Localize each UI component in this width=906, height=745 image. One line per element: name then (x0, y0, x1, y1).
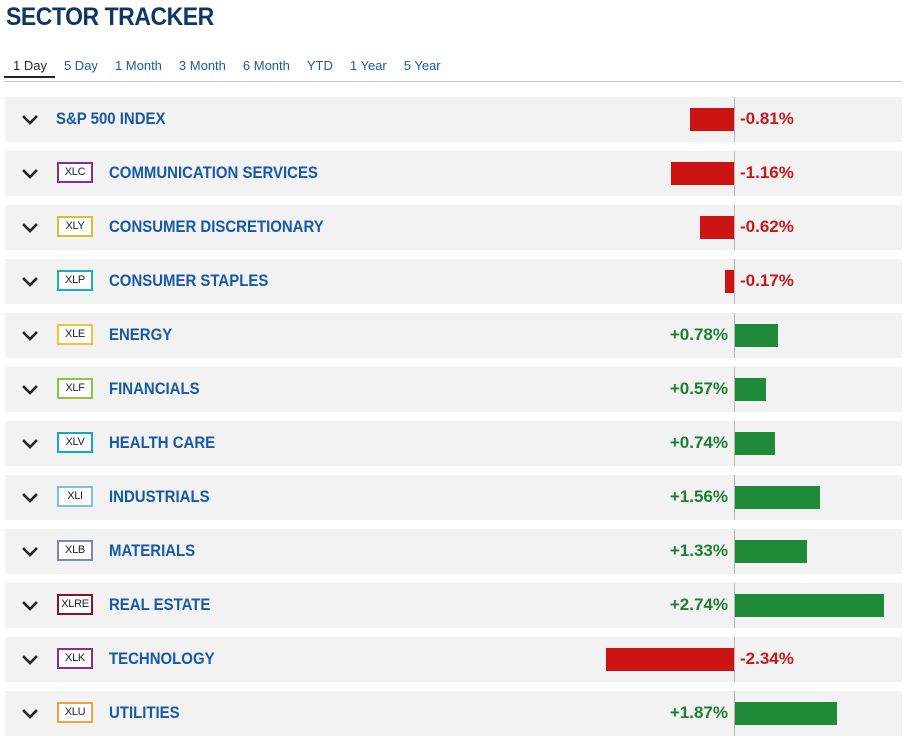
chevron-down-icon[interactable] (19, 217, 41, 239)
change-bar (671, 162, 734, 185)
chevron-down-icon[interactable] (19, 487, 41, 509)
sector-name[interactable]: REAL ESTATE (109, 595, 211, 614)
zero-line (734, 259, 735, 304)
sector-row: XLP CONSUMER STAPLES -0.17% (5, 259, 902, 304)
sector-name[interactable]: MATERIALS (109, 541, 196, 560)
chevron-down-icon[interactable] (19, 109, 41, 131)
change-label: -0.62% (740, 217, 794, 236)
tab-1-year[interactable]: 1 Year (349, 58, 387, 73)
change-bar (735, 594, 884, 617)
change-bar (700, 216, 734, 239)
chevron-down-icon[interactable] (19, 433, 41, 455)
sector-row: XLK TECHNOLOGY -2.34% (5, 637, 902, 682)
tab-ytd[interactable]: YTD (306, 58, 333, 73)
change-label: +2.74% (669, 595, 728, 614)
zero-line (734, 637, 735, 682)
tab-6-month[interactable]: 6 Month (242, 58, 290, 73)
chevron-down-icon[interactable] (19, 325, 41, 347)
change-label: -0.17% (740, 271, 794, 290)
change-label: +0.78% (669, 325, 728, 344)
change-bar (606, 648, 734, 671)
zero-line (734, 583, 735, 628)
change-label: -0.81% (740, 109, 794, 128)
sector-name[interactable]: UTILITIES (109, 703, 180, 722)
ticker-badge: XLI (57, 486, 93, 507)
change-bar (735, 486, 820, 509)
zero-line (734, 421, 735, 466)
sector-list: S&P 500 INDEX -0.81% XLC COMMUNICATION SERV… (5, 97, 902, 745)
sector-row: XLE ENERGY +0.78% (5, 313, 902, 358)
tab-5-day[interactable]: 5 Day (63, 58, 98, 73)
tab-1-day[interactable]: 1 Day (4, 55, 55, 78)
tab-1-month[interactable]: 1 Month (114, 58, 162, 73)
period-tabs: 1 Day 5 Day 1 Month 3 Month 6 Month YTD 1 Year… (4, 55, 902, 82)
zero-line (734, 205, 735, 250)
change-bar (735, 702, 837, 725)
change-bar (725, 270, 734, 293)
zero-line (734, 367, 735, 412)
ticker-badge: XLK (57, 648, 93, 669)
sector-row: XLU UTILITIES +1.87% (5, 691, 902, 736)
sector-row: S&P 500 INDEX -0.81% (5, 97, 902, 142)
zero-line (734, 475, 735, 520)
sector-name[interactable]: CONSUMER DISCRETIONARY (109, 217, 324, 236)
zero-line (734, 691, 735, 736)
sector-row: XLB MATERIALS +1.33% (5, 529, 902, 574)
sector-row: XLV HEALTH CARE +0.74% (5, 421, 902, 466)
sector-name[interactable]: S&P 500 INDEX (56, 109, 166, 128)
chevron-down-icon[interactable] (19, 649, 41, 671)
ticker-badge: XLP (57, 270, 93, 291)
sector-row: XLRE REAL ESTATE +2.74% (5, 583, 902, 628)
sector-name[interactable]: HEALTH CARE (109, 433, 216, 452)
change-label: +0.57% (669, 379, 728, 398)
chevron-down-icon[interactable] (19, 271, 41, 293)
sector-row: XLF FINANCIALS +0.57% (5, 367, 902, 412)
change-label: +1.33% (669, 541, 728, 560)
sector-name[interactable]: TECHNOLOGY (109, 649, 215, 668)
change-label: -1.16% (740, 163, 794, 182)
ticker-badge: XLRE (57, 594, 93, 615)
ticker-badge: XLC (57, 162, 93, 183)
ticker-badge: XLU (57, 702, 93, 723)
sector-name[interactable]: COMMUNICATION SERVICES (109, 163, 318, 182)
zero-line (734, 151, 735, 196)
page-title: SECTOR TRACKER (6, 3, 214, 31)
chevron-down-icon[interactable] (19, 703, 41, 725)
change-bar (735, 378, 766, 401)
sector-row: XLI INDUSTRIALS +1.56% (5, 475, 902, 520)
zero-line (734, 313, 735, 358)
sector-row: XLY CONSUMER DISCRETIONARY -0.62% (5, 205, 902, 250)
change-bar (690, 108, 734, 131)
change-label: +1.87% (669, 703, 728, 722)
change-bar (735, 540, 807, 563)
change-label: +0.74% (669, 433, 728, 452)
tab-3-month[interactable]: 3 Month (178, 58, 226, 73)
chevron-down-icon[interactable] (19, 163, 41, 185)
sector-name[interactable]: CONSUMER STAPLES (109, 271, 269, 290)
chevron-down-icon[interactable] (19, 595, 41, 617)
ticker-badge: XLB (57, 540, 93, 561)
change-label: +1.56% (669, 487, 728, 506)
zero-line (734, 529, 735, 574)
zero-line (734, 97, 735, 142)
ticker-badge: XLY (57, 216, 93, 237)
change-bar (735, 432, 775, 455)
ticker-badge: XLV (57, 432, 93, 453)
chevron-down-icon[interactable] (19, 379, 41, 401)
ticker-badge: XLF (57, 378, 93, 399)
change-bar (735, 324, 778, 347)
ticker-badge: XLE (57, 324, 93, 345)
sector-name[interactable]: ENERGY (109, 325, 173, 344)
sector-name[interactable]: INDUSTRIALS (109, 487, 210, 506)
sector-name[interactable]: FINANCIALS (109, 379, 200, 398)
sector-row: XLC COMMUNICATION SERVICES -1.16% (5, 151, 902, 196)
tab-5-year[interactable]: 5 Year (403, 58, 441, 73)
change-label: -2.34% (740, 649, 794, 668)
chevron-down-icon[interactable] (19, 541, 41, 563)
